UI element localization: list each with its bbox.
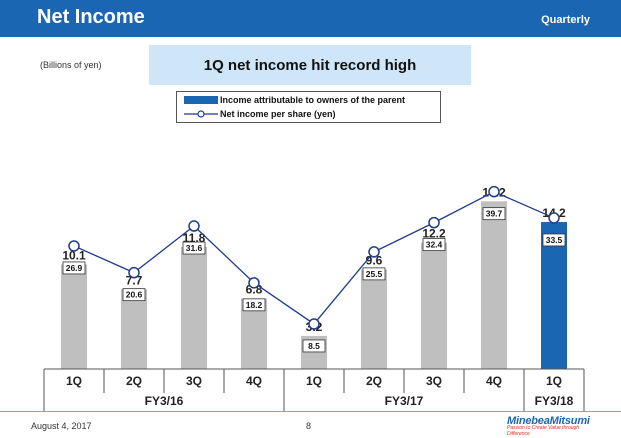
page-title: Net Income [37, 6, 145, 28]
bar-7 [421, 242, 447, 369]
tick-label-4: 4Q [246, 374, 262, 388]
eps-label-box-9 [542, 233, 566, 247]
bar-6 [361, 269, 387, 369]
tick-label-6: 2Q [366, 374, 382, 388]
eps-value-label-8: 39.7 [486, 209, 503, 219]
bar-8 [481, 201, 507, 369]
eps-point-2 [128, 266, 140, 279]
eps-label-box-8 [482, 207, 506, 221]
group-label-2: FY3/17 [385, 394, 424, 408]
eps-label-box-4 [242, 298, 266, 312]
legend-bar-label: Income attributable to owners of the par… [220, 95, 406, 105]
company-logo: MinebeaMitsumi Passion to Create Value t… [507, 415, 597, 437]
chart-legend: Income attributable to owners of the par… [176, 91, 441, 123]
header-bar: Net Income Quarterly [0, 0, 621, 37]
tick-label-5: 1Q [306, 374, 322, 388]
tick-label-1: 1Q [66, 374, 82, 388]
eps-value-label-9: 33.5 [546, 235, 563, 245]
tick-label-2: 2Q [126, 374, 142, 388]
bar-value-label-1: 10.1 [62, 248, 86, 262]
highlight-text: 1Q net income hit record high [203, 56, 417, 74]
footer-divider [0, 411, 621, 412]
eps-value-label-7: 32.4 [426, 240, 443, 250]
bar-value-label-2: 7.7 [126, 273, 143, 287]
legend-item-bar: Income attributable to owners of the par… [184, 93, 405, 107]
group-label-3: FY3/18 [535, 394, 574, 408]
eps-label-box-1 [62, 261, 86, 275]
bar-2 [121, 289, 147, 369]
page-number: 8 [306, 421, 312, 431]
eps-value-label-1: 26.9 [66, 263, 83, 273]
legend-line-label: Net income per share (yen) [220, 109, 336, 119]
eps-point-1 [68, 240, 80, 252]
tick-label-9: 1Q [546, 374, 562, 388]
eps-point-9 [548, 212, 560, 224]
highlight-box: 1Q net income hit record high [149, 45, 471, 85]
tick-label-8: 4Q [486, 374, 502, 388]
bar-3 [181, 246, 207, 369]
tick-label-7: 3Q [426, 374, 442, 388]
eps-point-8 [488, 185, 500, 198]
eps-label-box-5 [302, 339, 326, 353]
eps-label-box-7 [422, 238, 446, 252]
footer-date: August 4, 2017 [31, 421, 92, 431]
logo-tagline: Passion to Create Value through Differen… [507, 425, 580, 437]
eps-point-4 [248, 277, 260, 289]
period-label: Quarterly [541, 14, 590, 26]
bar-value-label-3: 11.8 [183, 231, 206, 245]
legend-line-swatch [184, 110, 218, 118]
bar-1 [61, 264, 87, 369]
tick-label-3: 3Q [186, 374, 202, 388]
eps-value-label-4: 18.2 [246, 300, 263, 310]
eps-value-label-6: 25.5 [366, 269, 383, 279]
bar-9 [541, 222, 567, 369]
unit-label: (Billions of yen) [40, 60, 102, 70]
eps-label-box-6 [362, 267, 386, 281]
legend-bar-swatch [184, 96, 218, 104]
bar-value-label-7: 12.2 [422, 227, 446, 241]
eps-point-3 [188, 220, 200, 232]
eps-value-label-3: 31.6 [186, 243, 203, 253]
eps-point-5 [308, 318, 320, 330]
group-label-1: FY3/16 [145, 394, 184, 408]
eps-point-7 [428, 216, 440, 229]
legend-item-line: Net income per share (yen) [184, 107, 336, 121]
eps-label-box-3 [182, 241, 206, 255]
logo-name: MinebeaMitsumi [507, 415, 590, 427]
eps-value-label-2: 20.6 [126, 290, 143, 300]
eps-value-label-5: 8.5 [308, 341, 320, 351]
eps-label-box-2 [122, 288, 146, 302]
eps-point-6 [368, 246, 380, 258]
